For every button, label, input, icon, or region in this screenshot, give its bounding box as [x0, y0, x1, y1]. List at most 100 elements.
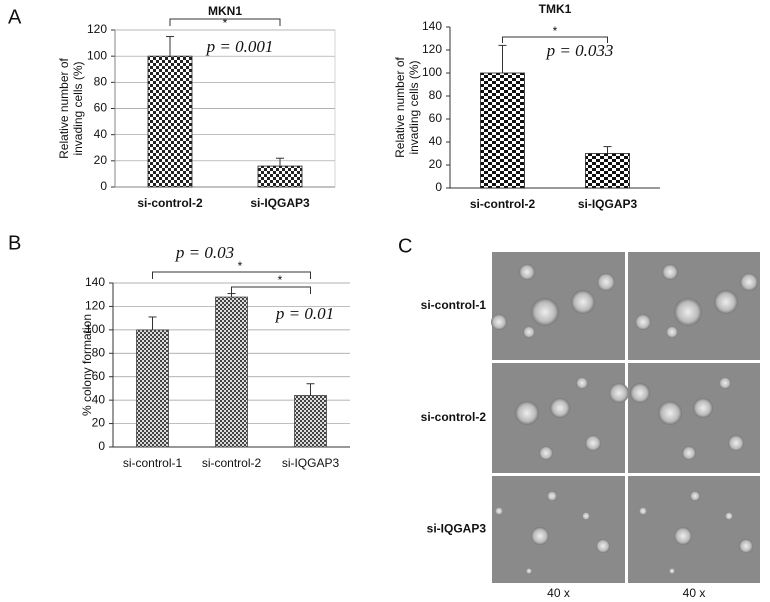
- bar: [147, 55, 193, 188]
- y-axis-label: % colony formation: [80, 314, 94, 416]
- cell-cluster: [674, 298, 702, 326]
- cell-cluster: [576, 377, 588, 389]
- y-tick-label: 0: [435, 180, 442, 194]
- y-tick-label: 60: [92, 369, 106, 383]
- bar: [215, 296, 248, 448]
- cell-cluster: [719, 377, 731, 389]
- cell-cluster: [693, 398, 713, 418]
- p-value: p = 0.001: [206, 37, 274, 56]
- cell-cluster: [523, 326, 535, 338]
- y-tick-label: 120: [422, 42, 442, 56]
- x-tick-label: si-IQGAP3: [578, 197, 638, 211]
- significance-star: *: [238, 259, 243, 273]
- y-axis-label: Relative number of: [393, 56, 407, 157]
- micrograph: [492, 252, 625, 360]
- x-tick-label: si-control-2: [470, 197, 536, 211]
- cell-cluster: [725, 512, 733, 520]
- y-tick-label: 100: [87, 48, 107, 62]
- bar: [294, 395, 327, 448]
- p-value: p = 0.03: [175, 243, 234, 262]
- y-tick-label: 20: [429, 157, 443, 171]
- cell-cluster: [519, 264, 535, 280]
- cell-cluster: [669, 568, 675, 574]
- x-tick-label: si-control-2: [202, 456, 262, 470]
- cell-cluster: [547, 491, 557, 501]
- y-axis-label: Relative number of: [57, 57, 71, 158]
- cell-cluster: [630, 383, 650, 403]
- y-tick-label: 0: [100, 179, 107, 193]
- bar: [257, 165, 303, 188]
- x-tick-label: si-IQGAP3: [250, 196, 310, 210]
- bar: [480, 72, 525, 189]
- significance-bracket: [231, 286, 311, 294]
- significance-bracket: [502, 36, 608, 43]
- y-tick-label: 80: [429, 88, 443, 102]
- micrograph: [492, 476, 625, 583]
- y-tick-label: 120: [85, 299, 105, 313]
- cell-cluster: [682, 446, 696, 460]
- micrograph: [492, 363, 625, 473]
- y-axis-label: invading cells (%): [71, 61, 85, 155]
- cell-cluster: [740, 273, 758, 291]
- y-tick-label: 40: [94, 127, 108, 141]
- y-tick-label: 140: [85, 275, 105, 289]
- significance-star: *: [223, 16, 228, 30]
- significance-bracket: [169, 18, 281, 26]
- cell-cluster: [531, 527, 549, 545]
- y-tick-label: 40: [429, 134, 443, 148]
- chart-title: MKN1: [208, 4, 242, 18]
- cell-cluster: [597, 273, 615, 291]
- cell-cluster: [585, 435, 601, 451]
- cell-cluster: [491, 314, 507, 330]
- magnification-caption: 40 x: [683, 586, 706, 600]
- cell-cluster: [662, 264, 678, 280]
- significance-bracket: [152, 271, 311, 279]
- y-tick-label: 60: [94, 101, 108, 115]
- cell-cluster: [582, 512, 590, 520]
- cell-cluster: [539, 446, 553, 460]
- cell-cluster: [531, 298, 559, 326]
- cell-cluster: [526, 568, 532, 574]
- cell-cluster: [596, 539, 610, 553]
- cell-cluster: [739, 539, 753, 553]
- y-axis-label: invading cells (%): [407, 60, 421, 154]
- cell-cluster: [515, 401, 539, 425]
- cell-cluster: [674, 527, 692, 545]
- significance-star: *: [553, 24, 558, 38]
- cell-cluster: [728, 435, 744, 451]
- cell-cluster: [690, 491, 700, 501]
- significance-star: *: [278, 273, 283, 287]
- y-tick-label: 20: [94, 153, 108, 167]
- panel-label: A: [8, 6, 22, 28]
- cell-cluster: [495, 507, 503, 515]
- cell-cluster: [571, 290, 595, 314]
- y-tick-label: 80: [92, 345, 106, 359]
- p-value: p = 0.033: [546, 41, 614, 60]
- y-tick-label: 120: [87, 22, 107, 36]
- y-tick-label: 20: [92, 416, 106, 430]
- magnification-caption: 40 x: [547, 586, 570, 600]
- cell-cluster: [635, 314, 651, 330]
- y-tick-label: 80: [94, 75, 108, 89]
- chart-title: TMK1: [539, 2, 572, 16]
- y-tick-label: 60: [429, 111, 443, 125]
- row-label: si-control-1: [421, 298, 487, 312]
- row-label: si-control-2: [421, 410, 487, 424]
- x-tick-label: si-control-2: [137, 196, 203, 210]
- plot-frame: [114, 29, 336, 188]
- x-tick-label: si-control-1: [123, 456, 183, 470]
- cell-cluster: [550, 398, 570, 418]
- cell-cluster: [658, 401, 682, 425]
- y-tick-label: 100: [422, 65, 442, 79]
- y-tick-label: 0: [98, 439, 105, 453]
- cell-cluster: [609, 383, 629, 403]
- cell-cluster: [714, 290, 738, 314]
- y-tick-label: 140: [422, 19, 442, 33]
- x-tick-label: si-IQGAP3: [282, 456, 340, 470]
- p-value: p = 0.01: [275, 304, 334, 323]
- row-label: si-IQGAP3: [427, 522, 487, 536]
- bar: [136, 329, 169, 448]
- panel-label: C: [398, 235, 412, 257]
- cell-cluster: [666, 326, 678, 338]
